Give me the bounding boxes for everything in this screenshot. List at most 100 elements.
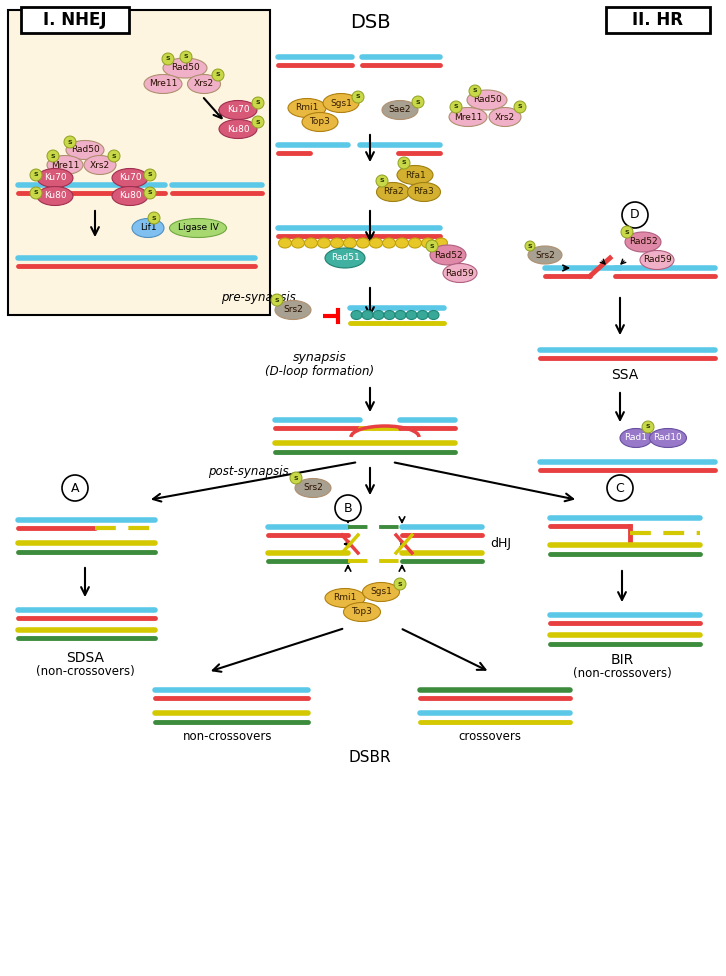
Text: pre-synapsis: pre-synapsis	[221, 292, 295, 305]
Text: S: S	[184, 55, 188, 60]
Circle shape	[376, 175, 388, 187]
Ellipse shape	[66, 141, 104, 159]
Circle shape	[622, 202, 648, 228]
Text: S: S	[294, 475, 298, 480]
Ellipse shape	[528, 246, 562, 264]
Text: Ku70: Ku70	[227, 105, 249, 114]
Ellipse shape	[406, 310, 417, 319]
Text: DSBR: DSBR	[348, 751, 391, 765]
Text: Ku70: Ku70	[118, 174, 142, 183]
Text: Xrs2: Xrs2	[194, 79, 214, 89]
Ellipse shape	[362, 310, 373, 319]
Text: S: S	[147, 190, 152, 195]
Circle shape	[64, 136, 76, 148]
Text: S: S	[166, 57, 171, 61]
Ellipse shape	[47, 155, 83, 175]
Text: S: S	[152, 216, 156, 221]
Text: S: S	[356, 95, 360, 100]
Ellipse shape	[302, 112, 338, 132]
Ellipse shape	[292, 238, 304, 248]
Circle shape	[621, 226, 633, 238]
Text: D: D	[630, 209, 640, 222]
Ellipse shape	[323, 94, 359, 112]
Ellipse shape	[382, 101, 418, 119]
Text: Rad50: Rad50	[171, 63, 200, 72]
Text: Rad52: Rad52	[629, 237, 657, 247]
Text: Rfa1: Rfa1	[404, 171, 425, 180]
Circle shape	[180, 51, 192, 63]
Ellipse shape	[132, 219, 164, 237]
Circle shape	[607, 475, 633, 501]
Text: Rad59: Rad59	[446, 268, 474, 277]
Text: Ku80: Ku80	[118, 191, 142, 200]
Circle shape	[469, 85, 481, 97]
Circle shape	[412, 96, 424, 108]
Text: S: S	[256, 119, 261, 125]
Ellipse shape	[625, 232, 661, 252]
Text: S: S	[454, 104, 458, 109]
Text: II. HR: II. HR	[632, 11, 683, 29]
Text: S: S	[518, 104, 522, 109]
Circle shape	[252, 97, 264, 109]
Text: dHJ: dHJ	[490, 538, 511, 550]
Text: Top3: Top3	[309, 117, 330, 127]
Ellipse shape	[356, 238, 370, 248]
Text: Rad1: Rad1	[624, 433, 648, 442]
Ellipse shape	[187, 74, 221, 94]
Circle shape	[144, 169, 156, 181]
Circle shape	[398, 157, 410, 169]
Text: Lif1: Lif1	[139, 224, 156, 232]
Text: I. NHEJ: I. NHEJ	[44, 11, 107, 29]
Ellipse shape	[112, 186, 148, 206]
Text: Mre11: Mre11	[454, 112, 482, 121]
Ellipse shape	[279, 238, 292, 248]
Text: Ku70: Ku70	[44, 174, 66, 183]
Ellipse shape	[449, 107, 487, 127]
Ellipse shape	[144, 74, 182, 94]
Text: S: S	[33, 190, 38, 195]
Text: SDSA: SDSA	[66, 651, 104, 665]
Ellipse shape	[397, 166, 433, 184]
Text: B: B	[343, 502, 352, 514]
Text: S: S	[380, 179, 384, 183]
Text: Rad52: Rad52	[433, 251, 462, 260]
Ellipse shape	[428, 310, 439, 319]
Text: Top3: Top3	[351, 607, 372, 617]
Ellipse shape	[288, 99, 326, 117]
Circle shape	[352, 91, 364, 103]
Text: BIR: BIR	[611, 653, 634, 667]
FancyBboxPatch shape	[21, 7, 129, 33]
Circle shape	[30, 169, 42, 181]
Ellipse shape	[489, 107, 521, 127]
Text: S: S	[147, 173, 152, 178]
Text: Xrs2: Xrs2	[90, 160, 110, 170]
Text: (D-loop formation): (D-loop formation)	[266, 365, 375, 379]
Circle shape	[271, 294, 283, 306]
Text: S: S	[401, 160, 407, 166]
Ellipse shape	[383, 238, 396, 248]
Ellipse shape	[384, 310, 395, 319]
Ellipse shape	[343, 238, 356, 248]
Ellipse shape	[163, 58, 207, 78]
Ellipse shape	[37, 186, 73, 206]
Text: S: S	[68, 140, 73, 144]
Text: Xrs2: Xrs2	[495, 112, 515, 121]
Text: S: S	[645, 425, 650, 429]
Text: Sae2: Sae2	[388, 105, 411, 114]
Ellipse shape	[377, 183, 409, 201]
Ellipse shape	[325, 589, 365, 607]
Text: synapsis: synapsis	[293, 351, 347, 364]
Text: Srs2: Srs2	[535, 251, 555, 260]
Ellipse shape	[467, 90, 507, 110]
Text: Rad10: Rad10	[653, 433, 682, 442]
Ellipse shape	[434, 238, 447, 248]
Ellipse shape	[325, 248, 365, 268]
Text: Sgs1: Sgs1	[370, 588, 392, 596]
Text: Srs2: Srs2	[283, 305, 303, 314]
Text: S: S	[398, 582, 402, 587]
Ellipse shape	[417, 310, 428, 319]
Text: DSB: DSB	[350, 13, 391, 31]
Ellipse shape	[395, 310, 406, 319]
Circle shape	[335, 495, 361, 521]
Ellipse shape	[317, 238, 330, 248]
